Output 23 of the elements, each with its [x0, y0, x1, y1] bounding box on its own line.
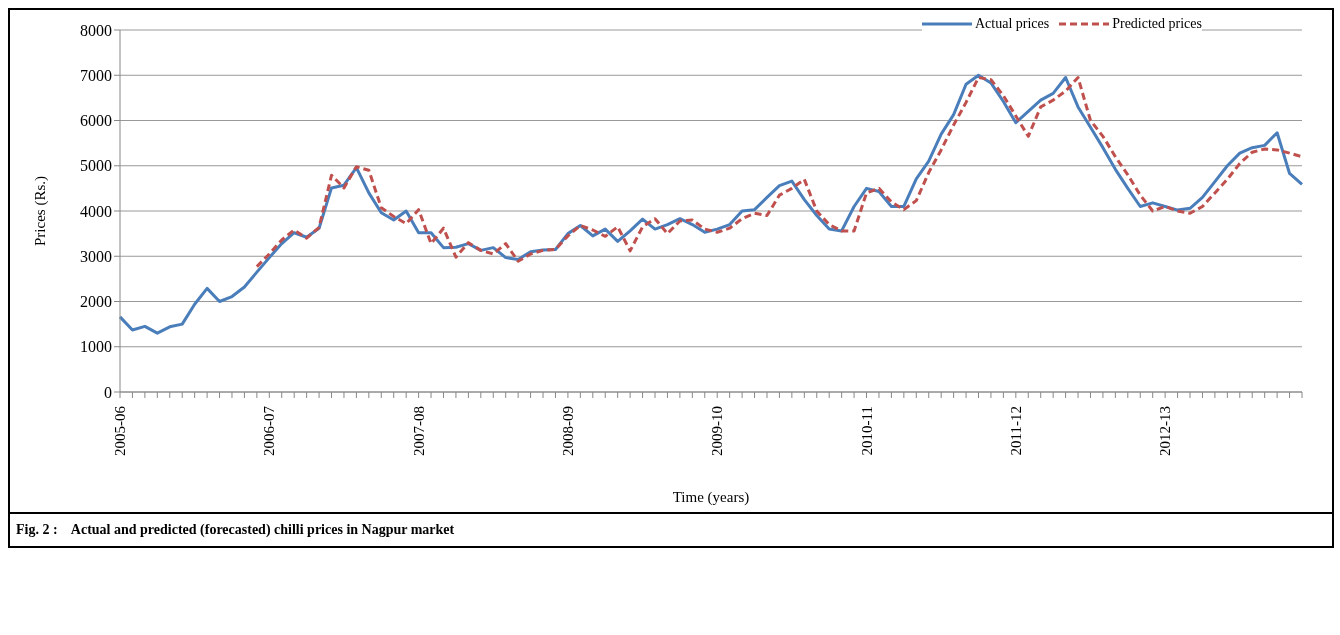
x-tick-label: 2011-12: [1007, 406, 1024, 456]
y-tick-label: 3000: [80, 247, 112, 265]
line-series: [118, 73, 1304, 335]
y-tick-label: 7000: [80, 66, 112, 84]
y-tick-label: 6000: [80, 112, 112, 130]
caption: Fig. 2 : Actual and predicted (forecasted) chilli prices in Nagpur market: [10, 512, 1332, 546]
y-tick-label: 5000: [80, 157, 112, 175]
x-tick-label: 2005-06: [112, 405, 128, 456]
y-tick-label: 1000: [80, 338, 112, 356]
x-tick-label: 2007-08: [410, 406, 427, 456]
x-tick-label: 2009-10: [709, 406, 726, 456]
y-tick-label: 0: [104, 383, 112, 401]
y-tick-label: 8000: [80, 21, 112, 39]
x-tick-label: 2008-09: [559, 406, 576, 456]
y-axis-title: Prices (Rs.): [32, 176, 50, 246]
x-axis-title: Time (years): [672, 489, 750, 506]
y-tick-label: 4000: [80, 202, 112, 220]
legend-label: Actual prices: [974, 16, 1050, 32]
y-tick-label: 2000: [80, 293, 112, 311]
x-tick-label: 2010-11: [858, 406, 875, 456]
x-tick-label: 2006-07: [261, 405, 278, 456]
x-tick-label: 2012-13: [1157, 406, 1174, 456]
legend-label: Predicted prices: [1112, 16, 1202, 32]
